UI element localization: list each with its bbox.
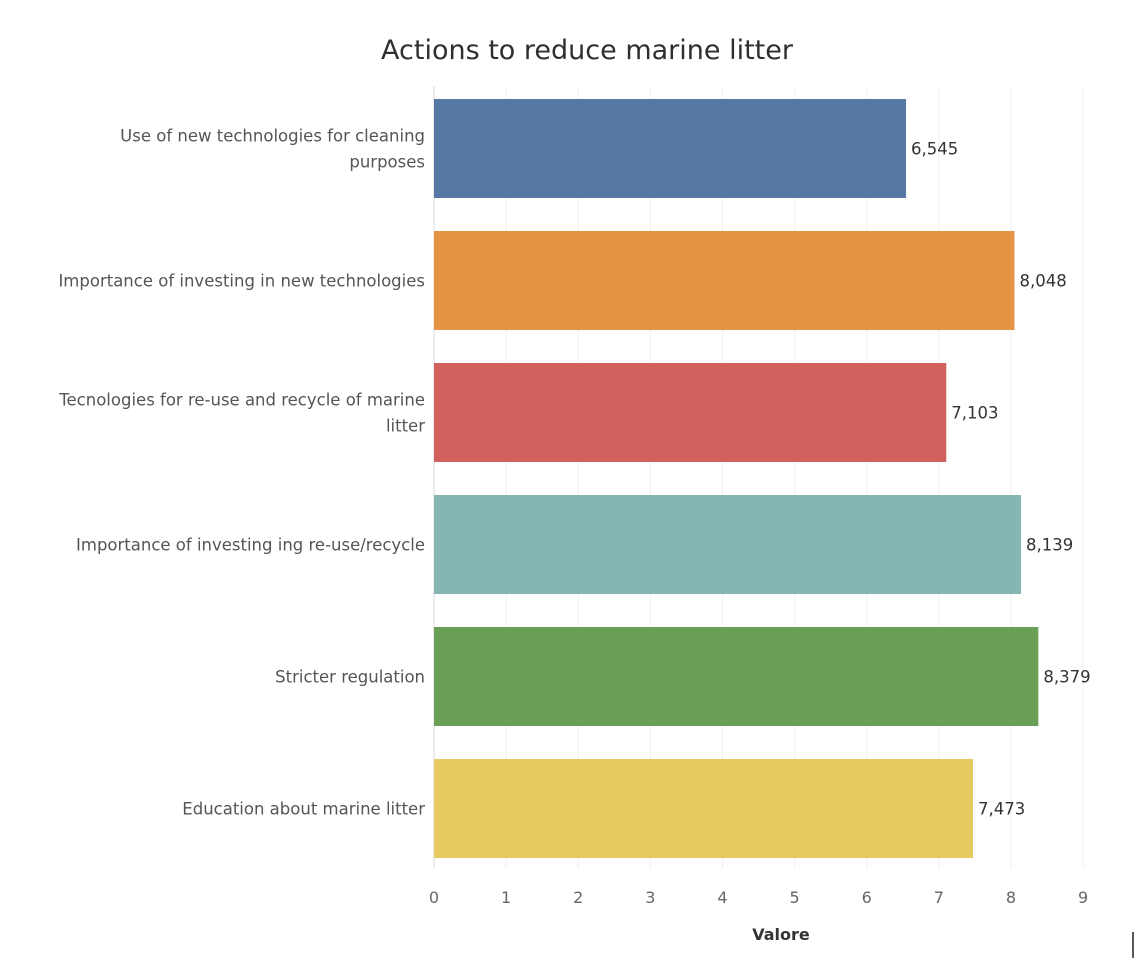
x-tick-label: 8 xyxy=(1006,888,1016,907)
bar xyxy=(434,231,1015,330)
category-label: Stricter regulation xyxy=(275,668,425,687)
bar xyxy=(434,99,907,198)
x-tick-label: 0 xyxy=(429,888,439,907)
bar-value-label: 8,139 xyxy=(1026,536,1073,555)
category-label: Education about marine litter xyxy=(182,800,425,819)
value-labels: 6,545 8,048 7,103 8,139 8,379 7,473 xyxy=(911,140,1091,819)
x-tick-label: 1 xyxy=(501,888,511,907)
bar xyxy=(434,627,1039,726)
bar-value-label: 6,545 xyxy=(911,140,958,159)
category-labels: Use of new technologies for cleaning purp… xyxy=(58,127,425,819)
bar xyxy=(434,759,973,858)
bar xyxy=(434,495,1022,594)
x-axis-ticks: 0 1 2 3 4 5 6 7 8 9 xyxy=(429,888,1088,907)
bar xyxy=(434,363,947,462)
x-tick-label: 6 xyxy=(862,888,872,907)
x-tick-label: 7 xyxy=(934,888,944,907)
x-tick-label: 2 xyxy=(573,888,583,907)
bar-value-label: 7,473 xyxy=(978,800,1025,819)
category-label: Tecnologies for re-use and recycle of ma… xyxy=(58,391,425,436)
x-tick-label: 3 xyxy=(645,888,655,907)
bar-value-label: 8,048 xyxy=(1019,272,1066,291)
bars xyxy=(434,99,1039,858)
category-label: Use of new technologies for cleaning purp… xyxy=(120,127,425,172)
category-label: Importance of investing ing re-use/recyc… xyxy=(76,536,425,555)
gridlines xyxy=(433,86,1084,868)
x-axis-label: Valore xyxy=(752,925,810,944)
bar-value-label: 7,103 xyxy=(951,404,998,423)
x-tick-label: 4 xyxy=(717,888,727,907)
x-tick-label: 5 xyxy=(790,888,800,907)
x-tick-label: 9 xyxy=(1078,888,1088,907)
category-label: Importance of investing in new technolog… xyxy=(58,272,425,291)
chart-title: Actions to reduce marine litter xyxy=(381,35,794,66)
bar-value-label: 8,379 xyxy=(1043,668,1090,687)
